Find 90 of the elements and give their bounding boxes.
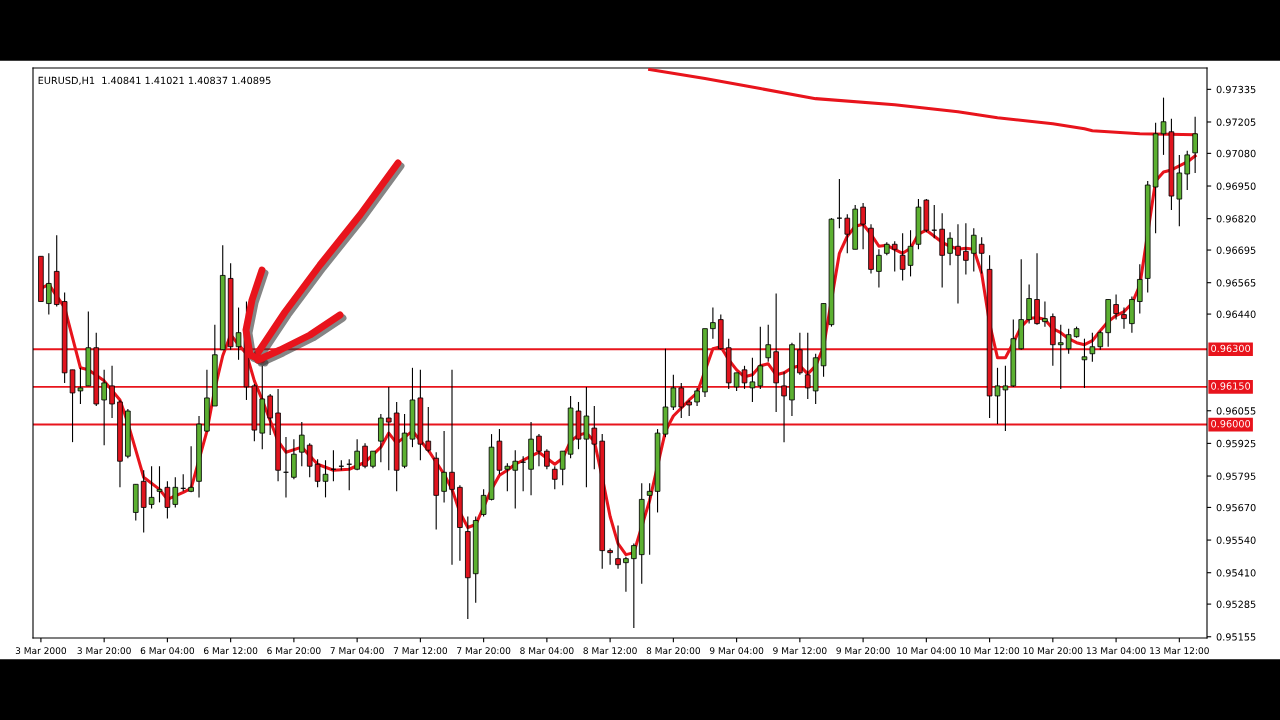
ref-line-label: 0.96150 xyxy=(1211,382,1251,390)
y-tick-label: 0.95540 xyxy=(1216,536,1256,544)
y-tick-label: 0.95410 xyxy=(1216,569,1256,577)
candlestick xyxy=(757,326,764,390)
y-tick-label: 0.95795 xyxy=(1216,472,1256,480)
x-tick-label: 6 Mar 20:00 xyxy=(267,647,321,655)
candlestick xyxy=(362,442,368,469)
x-tick-label: 9 Mar 04:00 xyxy=(709,647,764,655)
candlestick xyxy=(646,482,653,556)
y-tick-label: 0.96565 xyxy=(1216,279,1256,287)
candlestick xyxy=(978,236,985,274)
candlestick xyxy=(1057,324,1064,390)
candlestick xyxy=(536,433,542,467)
y-tick-label: 0.97335 xyxy=(1216,85,1256,94)
candlestick xyxy=(623,556,629,593)
candlestick xyxy=(631,543,637,629)
x-tick-label: 6 Mar 12:00 xyxy=(204,647,258,655)
y-tick-label: 0.96055 xyxy=(1216,407,1256,415)
candlestick xyxy=(354,438,360,471)
candlestick xyxy=(844,213,851,254)
candlestick xyxy=(899,232,906,281)
candlestick xyxy=(480,488,487,518)
candlestick xyxy=(670,374,677,411)
x-tick-label: 10 Mar 20:00 xyxy=(1023,647,1083,655)
text: EURUSD,H1 1.40841 1.41021 1.40837 1.40895 xyxy=(38,76,271,86)
x-tick-label: 8 Mar 04:00 xyxy=(520,647,574,655)
candlestick xyxy=(1192,116,1198,174)
x-tick-label: 9 Mar 20:00 xyxy=(836,647,890,655)
candlestick xyxy=(1184,150,1191,191)
y-tick-label: 0.97205 xyxy=(1216,118,1256,126)
x-tick-label: 7 Mar 20:00 xyxy=(457,647,511,655)
candlestick xyxy=(607,548,613,566)
x-tick-label: 8 Mar 12:00 xyxy=(583,647,637,655)
x-tick-label: 7 Mar 04:00 xyxy=(330,647,384,655)
ref-line-label: 0.96000 xyxy=(1211,420,1251,428)
candlestick xyxy=(1026,283,1032,325)
candlestick xyxy=(172,476,179,508)
y-tick-label: 0.95925 xyxy=(1216,439,1256,448)
candlestick xyxy=(907,229,914,277)
x-tick-label: 7 Mar 12:00 xyxy=(393,647,448,655)
candlestick xyxy=(299,421,305,467)
candlestick xyxy=(441,430,447,503)
y-tick-label: 0.96695 xyxy=(1216,246,1256,254)
x-tick-label: 3 Mar 2000 xyxy=(15,647,67,655)
y-tick-label: 0.96820 xyxy=(1216,215,1256,223)
candlestick xyxy=(378,413,384,463)
candlestick xyxy=(46,252,52,316)
candlestick xyxy=(694,387,700,407)
candlestick xyxy=(955,223,961,305)
candlestick xyxy=(1137,263,1143,315)
x-tick-label: 9 Mar 12:00 xyxy=(773,647,827,655)
candlestick xyxy=(551,465,558,490)
candlestick xyxy=(876,248,882,289)
candlestick xyxy=(970,227,977,272)
y-tick-label: 0.97080 xyxy=(1216,149,1256,158)
x-tick-label: 13 Mar 04:00 xyxy=(1086,647,1146,655)
ref-line-label: 0.96300 xyxy=(1211,344,1251,353)
candlestick xyxy=(1042,300,1048,328)
candlestick xyxy=(1065,328,1072,355)
candlestick xyxy=(765,324,772,363)
candlestick xyxy=(947,231,953,266)
y-tick-label: 0.95285 xyxy=(1216,600,1256,608)
candlestick xyxy=(148,465,155,509)
candlestick xyxy=(860,202,866,250)
candlestick xyxy=(101,369,107,446)
y-tick-label: 0.95670 xyxy=(1216,503,1256,512)
candlestick xyxy=(291,438,297,480)
y-tick-label: 0.96950 xyxy=(1216,182,1256,190)
candlestick xyxy=(963,222,969,275)
x-tick-label: 3 Mar 20:00 xyxy=(77,647,131,655)
candlestick xyxy=(512,449,519,509)
y-tick-label: 0.96440 xyxy=(1216,310,1256,318)
candlestick xyxy=(1121,306,1127,330)
x-tick-label: 8 Mar 20:00 xyxy=(646,647,701,655)
candlestick xyxy=(188,445,194,493)
candlestick xyxy=(504,462,511,492)
y-tick-label: 0.95155 xyxy=(1216,633,1256,641)
x-tick-label: 10 Mar 12:00 xyxy=(960,647,1020,655)
candlestick xyxy=(306,442,313,478)
candlestick xyxy=(710,306,716,340)
candlestick xyxy=(1113,293,1119,321)
candlestick xyxy=(559,450,566,486)
candlestick xyxy=(1081,338,1088,389)
candlestick xyxy=(544,448,550,470)
candlestick xyxy=(1089,332,1096,363)
candlestick xyxy=(891,240,898,272)
candlestick xyxy=(1097,330,1104,351)
x-tick-label: 6 Mar 04:00 xyxy=(140,647,195,655)
x-tick-label: 10 Mar 04:00 xyxy=(897,647,956,655)
x-tick-label: 13 Mar 12:00 xyxy=(1150,647,1209,655)
